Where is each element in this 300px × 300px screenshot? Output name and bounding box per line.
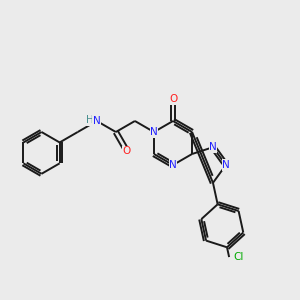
Text: N: N <box>209 142 217 152</box>
Text: O: O <box>169 94 177 104</box>
Text: Cl: Cl <box>233 252 244 262</box>
Text: O: O <box>123 146 131 156</box>
Text: N: N <box>150 127 158 137</box>
Text: N: N <box>222 160 230 170</box>
Text: N: N <box>93 116 101 126</box>
Text: N: N <box>169 160 177 170</box>
Text: H: H <box>86 115 94 125</box>
